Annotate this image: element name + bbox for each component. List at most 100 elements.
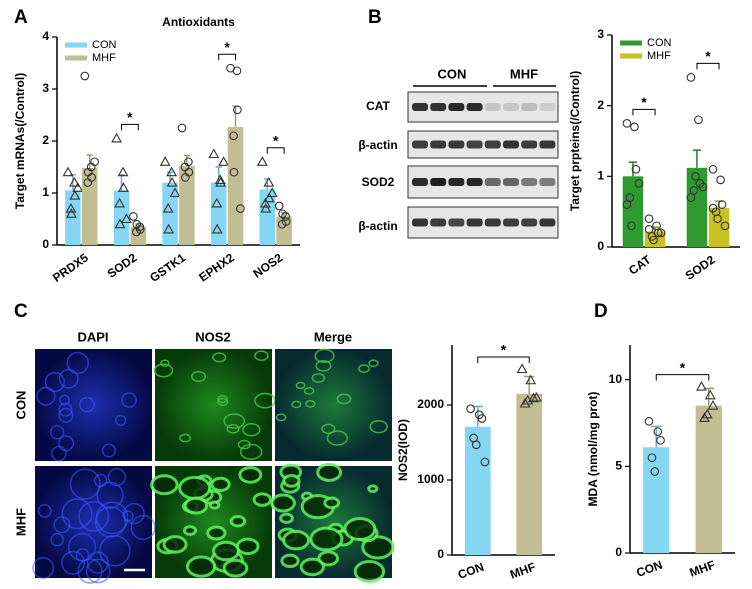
nucleus-cluster bbox=[121, 392, 137, 408]
blot-band bbox=[448, 218, 465, 227]
tubule bbox=[160, 359, 170, 367]
blot-band bbox=[503, 178, 519, 186]
significance-bracket bbox=[696, 62, 720, 70]
tubule bbox=[206, 525, 227, 541]
y-tick-label: 0 bbox=[437, 547, 444, 561]
data-point bbox=[720, 221, 730, 231]
blot-band bbox=[412, 218, 428, 227]
data-point bbox=[278, 209, 287, 219]
blot-band bbox=[503, 103, 519, 111]
x-tick-label: MHF bbox=[508, 560, 537, 582]
y-tick-label: 1 bbox=[42, 185, 49, 199]
micrograph-row-label: MHF bbox=[13, 508, 28, 536]
blot-band bbox=[484, 218, 501, 227]
tubule bbox=[238, 466, 263, 484]
data-point bbox=[630, 122, 639, 132]
x-tick-label: MHF bbox=[688, 558, 717, 580]
y-tick-label: 1 bbox=[597, 169, 604, 183]
micrograph-column-label: DAPI bbox=[77, 329, 108, 344]
tubule bbox=[369, 420, 388, 434]
data-point bbox=[701, 408, 713, 419]
tubule bbox=[353, 560, 386, 583]
data-point bbox=[68, 176, 80, 187]
data-point bbox=[716, 175, 725, 185]
data-point bbox=[117, 166, 129, 177]
y-tick-label: 2000 bbox=[417, 397, 444, 411]
tubule bbox=[309, 526, 344, 552]
data-point bbox=[259, 197, 271, 208]
data-point bbox=[622, 200, 632, 209]
blot-group-label: CON bbox=[438, 66, 467, 81]
tubule bbox=[280, 553, 300, 569]
data-point bbox=[480, 457, 490, 467]
blot-band bbox=[521, 218, 538, 227]
nucleus-cluster bbox=[79, 396, 95, 413]
significance-label: * bbox=[224, 39, 230, 55]
data-point bbox=[166, 176, 178, 187]
tubule bbox=[282, 473, 301, 488]
data-point bbox=[263, 176, 275, 187]
nucleus-cluster bbox=[58, 368, 79, 389]
y-tick-label: 1000 bbox=[417, 472, 444, 486]
nucleus-cluster bbox=[122, 510, 134, 522]
data-point bbox=[530, 391, 542, 402]
data-point bbox=[516, 363, 528, 374]
y-axis-label: NOS2(IOD) bbox=[396, 419, 410, 481]
data-point bbox=[263, 192, 275, 203]
data-point bbox=[229, 167, 239, 177]
tubule bbox=[210, 476, 231, 492]
tubule bbox=[226, 423, 240, 434]
y-tick-label: 4 bbox=[42, 29, 49, 43]
data-point bbox=[69, 189, 81, 200]
x-tick-label: SOD2 bbox=[683, 252, 718, 282]
data-point bbox=[644, 214, 654, 224]
significance-label: * bbox=[501, 342, 507, 358]
tubule bbox=[182, 525, 198, 536]
data-point bbox=[129, 212, 138, 221]
nucleus-cluster bbox=[95, 501, 129, 535]
y-tick-label: 0 bbox=[597, 239, 604, 253]
data-point bbox=[80, 71, 90, 81]
tubule bbox=[343, 517, 377, 541]
data-point bbox=[471, 440, 481, 450]
blot-band bbox=[448, 178, 465, 186]
micrograph-grid: DAPI NOS2 Merge CON MHF bbox=[13, 329, 352, 536]
y-tick-label: 0 bbox=[42, 237, 49, 251]
blot-band bbox=[503, 218, 519, 227]
nucleus-cluster bbox=[96, 481, 124, 509]
blot-band bbox=[539, 103, 556, 111]
data-point bbox=[691, 171, 700, 181]
blot-band bbox=[539, 178, 556, 186]
data-point bbox=[72, 182, 84, 192]
data-point bbox=[653, 427, 663, 437]
nucleus-cluster bbox=[107, 467, 126, 487]
tubule bbox=[254, 350, 269, 362]
nucleus-cluster bbox=[69, 468, 101, 500]
legend-swatch bbox=[620, 53, 642, 59]
blot-band bbox=[521, 178, 538, 186]
micrograph bbox=[275, 349, 392, 461]
nucleus-cluster bbox=[86, 551, 109, 574]
data-point bbox=[625, 193, 635, 202]
data-point bbox=[208, 148, 220, 159]
data-point bbox=[256, 156, 268, 166]
blot-band bbox=[448, 140, 465, 149]
blot-band bbox=[466, 103, 483, 111]
data-point bbox=[707, 400, 719, 410]
tubule bbox=[217, 395, 228, 404]
nucleus-cluster bbox=[101, 443, 116, 458]
x-tick-label: PRDX5 bbox=[50, 250, 91, 285]
data-point bbox=[233, 105, 242, 115]
significance-label: * bbox=[273, 133, 279, 149]
tubule bbox=[239, 443, 263, 460]
tubule bbox=[358, 364, 370, 374]
nucleus-cluster bbox=[85, 558, 111, 584]
nucleus-cluster bbox=[59, 394, 70, 406]
tubule bbox=[179, 433, 192, 443]
data-point bbox=[274, 201, 284, 211]
data-point bbox=[117, 182, 129, 192]
tubule bbox=[299, 557, 326, 577]
blot-band bbox=[430, 140, 447, 149]
tubule bbox=[222, 558, 249, 578]
